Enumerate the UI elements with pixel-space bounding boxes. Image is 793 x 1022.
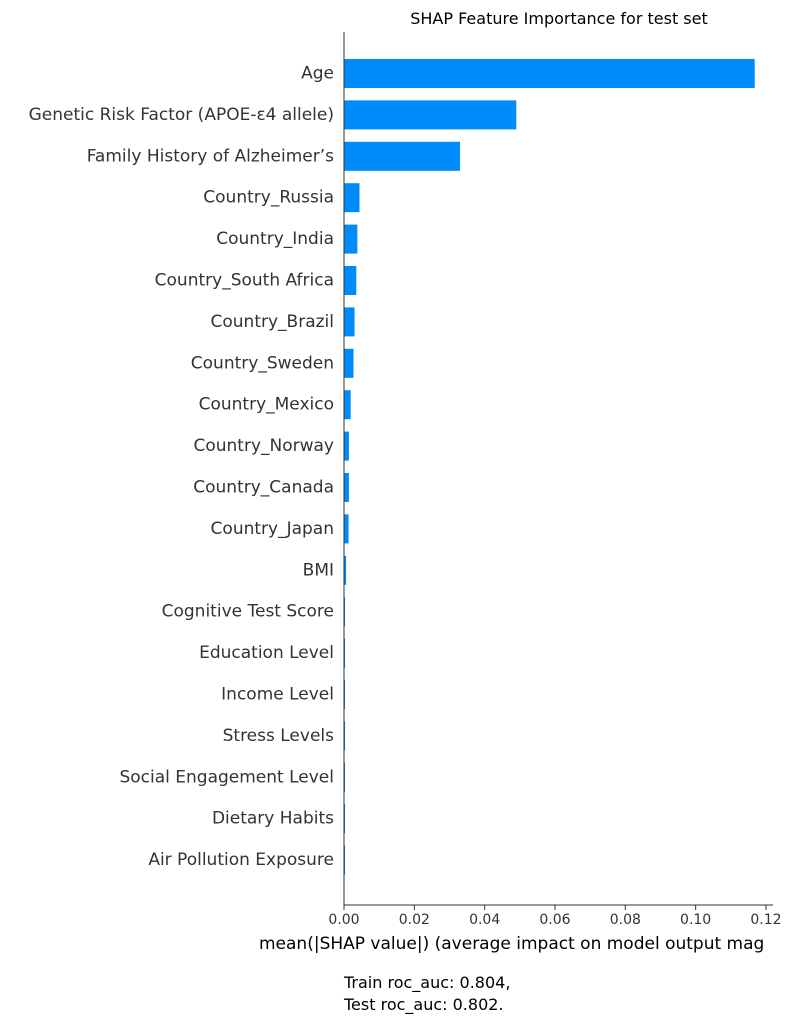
bar-bmi [344,555,347,585]
bar-country-mexico [344,390,351,420]
bar-family-history-of-alzheimer-s [344,141,461,171]
x-tick-label: 0.12 [750,912,781,928]
bar-country-india [344,224,358,254]
feature-label-country-brazil: Country_Brazil [211,312,334,332]
feature-label-country-mexico: Country_Mexico [199,395,334,415]
feature-label-education-level: Education Level [199,643,334,663]
bar-social-engagement-level [344,762,346,792]
feature-label-age: Age [301,64,334,84]
feature-label-cognitive-test-score: Cognitive Test Score [162,602,334,622]
bar-country-japan [344,514,349,544]
bar-income-level [344,680,346,709]
bars-layer [344,59,755,875]
feature-label-air-pollution-exposure: Air Pollution Exposure [148,850,334,870]
bar-stress-levels [344,721,346,751]
x-tick-label: 0.08 [610,912,641,928]
x-axis-ticks: 0.00 0.02 0.04 0.06 0.08 0.10 0.12 [328,905,782,928]
test-roc-auc: Test roc_auc: 0.802. [343,995,504,1015]
feature-label-stress-levels: Stress Levels [223,726,335,746]
bar-country-south-africa [344,266,357,295]
x-tick-label: 0.06 [539,912,570,928]
feature-label-country-canada: Country_Canada [193,478,334,498]
feature-label-country-south-africa: Country_South Africa [155,271,334,291]
feature-label-dietary-habits: Dietary Habits [212,809,334,829]
bar-genetic-risk-factor-apoe-4-allele [344,100,517,130]
bar-country-canada [344,473,349,502]
feature-label-country-japan: Country_Japan [211,519,334,539]
bar-age [344,59,755,88]
bar-country-norway [344,431,349,461]
feature-label-country-norway: Country_Norway [193,436,334,456]
bar-country-brazil [344,307,355,337]
feature-label-bmi: BMI [303,560,334,580]
bar-country-russia [344,183,360,213]
feature-label-family-history-of-alzheimer-s: Family History of Alzheimer’s [87,146,334,166]
feature-label-country-sweden: Country_Sweden [191,353,334,373]
feature-labels: Age Genetic Risk Factor (APOE-ε4 allele) F… [29,64,335,871]
bar-dietary-habits [344,804,346,834]
x-tick-label: 0.02 [399,912,430,928]
bar-education-level [344,638,346,668]
feature-label-genetic-risk-factor-apoe-4-allele: Genetic Risk Factor (APOE-ε4 allele) [29,105,334,125]
x-tick-label: 0.10 [680,912,711,928]
feature-label-country-india: Country_India [216,229,334,249]
bar-air-pollution-exposure [344,845,346,875]
x-tick-label: 0.04 [469,912,500,928]
feature-label-country-russia: Country_Russia [203,188,334,208]
feature-label-social-engagement-level: Social Engagement Level [119,767,334,787]
x-axis-label: mean(|SHAP value|) (average impact on mo… [259,934,764,954]
bar-cognitive-test-score [344,597,346,627]
chart-title: SHAP Feature Importance for test set [410,9,708,28]
feature-label-income-level: Income Level [221,685,334,705]
bar-country-sweden [344,348,354,378]
train-roc-auc: Train roc_auc: 0.804, [343,973,510,993]
x-tick-label: 0.00 [328,912,359,928]
